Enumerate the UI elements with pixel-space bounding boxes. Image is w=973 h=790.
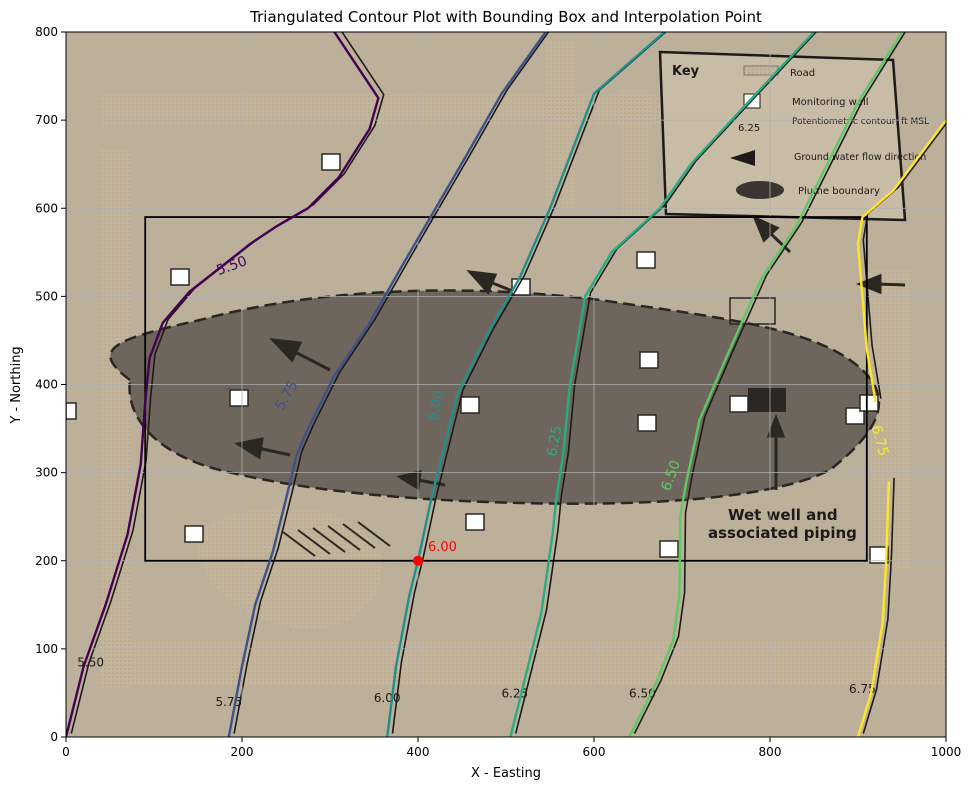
key-item-flow: Ground water flow direction: [794, 152, 926, 163]
printed-contour-label: 5.75: [215, 695, 242, 709]
map-key: Key Road Monitoring well 6.25 Potentiome…: [658, 50, 929, 222]
printed-contour-label: 6.00: [374, 691, 401, 705]
printed-contour-label: 6.75: [849, 682, 876, 696]
interpolation-point-group: 6.00: [413, 540, 457, 566]
road-band: [870, 270, 910, 570]
y-axis-label: Y - Northing: [9, 346, 24, 424]
contour-line-6.50: [628, 32, 904, 737]
contour-line-5.50: [66, 32, 380, 737]
contour-label-6.75: 6.75: [868, 424, 892, 458]
key-sample-value: 6.25: [738, 123, 760, 134]
road-band: [100, 150, 130, 690]
original-contour-6.75: [862, 477, 895, 734]
key-item-well: Monitoring well: [792, 97, 869, 108]
y-tick-label: 700: [35, 113, 58, 127]
chart-title: Triangulated Contour Plot with Bounding …: [249, 8, 762, 26]
x-tick-label: 400: [407, 745, 430, 759]
hatch-marks: [282, 521, 391, 557]
monitoring-wells: [66, 153, 889, 564]
interpolation-point-label: 6.00: [428, 540, 457, 555]
contour-line-6.75: [856, 119, 946, 403]
x-axis-ticks: 0 200 400 600 800 1000: [62, 737, 961, 759]
key-item-contour: Potentiometric contour, ft MSL: [792, 117, 929, 127]
y-tick-label: 600: [35, 201, 58, 215]
printed-contour-label: 5.50: [77, 656, 104, 670]
road-band: [620, 90, 650, 220]
wet-well: [748, 388, 786, 412]
contour-line-5.75: [227, 32, 547, 737]
x-tick-label: 800: [759, 745, 782, 759]
road-curve: [197, 507, 381, 629]
y-tick-label: 400: [35, 378, 58, 392]
wet-well-label-1: Wet well and: [728, 506, 838, 524]
contour-line-6.25: [509, 32, 815, 737]
x-tick-label: 1000: [931, 745, 962, 759]
y-tick-label: 300: [35, 466, 58, 480]
original-contour-6.75: [862, 122, 946, 399]
y-tick-label: 800: [35, 25, 58, 39]
x-tick-label: 200: [231, 745, 254, 759]
key-item-road: Road: [790, 68, 815, 79]
contour-line-6.75: [856, 481, 890, 737]
wet-well-label-2: associated piping: [708, 524, 857, 542]
contour-label-6.00: 6.00: [424, 388, 448, 422]
x-axis-label: X - Easting: [471, 766, 541, 781]
contour-line-6.00: [386, 32, 666, 737]
original-contour-5.75: [233, 32, 550, 734]
printed-contour-label: 6.25: [501, 686, 528, 700]
y-axis-ticks: 0 100 200 300 400 500 600 700 800: [35, 25, 66, 744]
original-contour-lines: [70, 32, 946, 734]
original-contour-6.50: [633, 32, 907, 734]
y-tick-label: 500: [35, 289, 58, 303]
flow-arrows: [234, 215, 906, 491]
original-contour-6.25: [514, 32, 818, 734]
key-title: Key: [672, 64, 700, 79]
y-tick-label: 100: [35, 642, 58, 656]
original-contour-5.50: [70, 32, 385, 734]
y-tick-label: 0: [50, 730, 58, 744]
bounding-box: [144, 216, 868, 562]
x-tick-label: 600: [583, 745, 606, 759]
x-tick-label: 0: [62, 745, 70, 759]
y-tick-label: 200: [35, 554, 58, 568]
interpolation-point: [413, 555, 423, 566]
map-backdrop: Key Road Monitoring well 6.25 Potentiome…: [66, 32, 946, 737]
original-contour-6.00: [391, 32, 667, 734]
contour-label-6.25: 6.25: [544, 424, 565, 457]
key-item-plume: Plume boundary: [798, 186, 880, 197]
